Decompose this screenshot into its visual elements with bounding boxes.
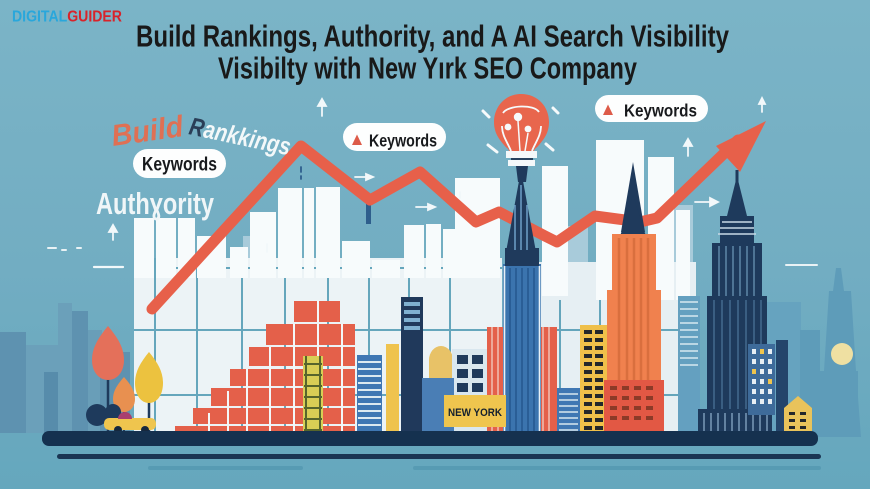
svg-text:Keywords: Keywords bbox=[624, 101, 697, 121]
svg-text:Build Rankings, Authority, and: Build Rankings, Authority, and A AI Sear… bbox=[136, 20, 729, 54]
svg-text:Keywords: Keywords bbox=[142, 155, 217, 176]
svg-text:Keywords: Keywords bbox=[369, 131, 437, 151]
svg-text:Visibilty with New Yırk SEO Co: Visibilty with New Yırk SEO Company bbox=[218, 52, 637, 86]
svg-text:NEW YORK: NEW YORK bbox=[448, 407, 502, 419]
svg-text:Authɣority: Authɣority bbox=[96, 186, 215, 221]
svg-text:DIGITALGUIDER: DIGITALGUIDER bbox=[12, 9, 122, 26]
